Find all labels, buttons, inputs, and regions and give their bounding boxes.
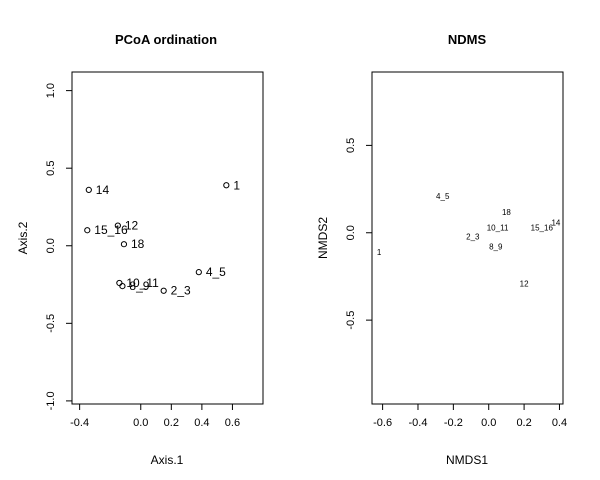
pcoa-y-tick-label: -0.5 — [45, 314, 57, 333]
pcoa-y-tick-label: -1.0 — [45, 391, 57, 410]
pcoa-point-marker — [119, 282, 126, 290]
pcoa-point-marker — [85, 186, 92, 194]
pcoa-x-tick-label: 0.4 — [194, 417, 209, 429]
pcoa-y-axis-label: Axis.2 — [16, 221, 30, 254]
nmds-y-tick-label: -0.5 — [345, 311, 357, 330]
pcoa-x-tick-label: 0.2 — [164, 417, 179, 429]
pcoa-point-marker — [223, 182, 230, 189]
pcoa-y-tick-label: 0.0 — [45, 238, 57, 253]
pcoa-panel: PCoA ordination Axis.1 Axis.2 -0.4 0.0 0.2… — [16, 32, 264, 467]
nmds-y-axis: -0.5 0.0 0.5 — [345, 138, 373, 330]
nmds-x-axis: -0.6 -0.4 -0.2 0.0 0.2 0.4 — [373, 403, 567, 429]
pcoa-point-marker — [114, 222, 121, 229]
pcoa-point-label: 12 — [125, 219, 139, 233]
pcoa-x-tick-label: 0.0 — [133, 417, 148, 429]
nmds-x-tick-label: -0.2 — [444, 417, 463, 429]
pcoa-point-marker — [195, 269, 202, 276]
pcoa-point-marker — [120, 241, 128, 248]
nmds-point-label: 8_9 — [489, 243, 503, 252]
pcoa-x-tick-label: 0.6 — [225, 417, 240, 429]
pcoa-point-marker — [84, 227, 91, 234]
pcoa-point-label: 4_5 — [206, 265, 226, 279]
pcoa-y-axis: -1.0 -0.5 0.0 0.5 1.0 — [45, 83, 73, 410]
nmds-point-label: 12 — [520, 279, 529, 288]
nmds-x-tick-label: -0.4 — [408, 417, 427, 429]
nmds-point-label: 15_16 — [531, 224, 554, 233]
nmds-y-axis-label: NMDS2 — [316, 217, 330, 259]
nmds-panel: NDMS NMDS1 NMDS2 -0.6 -0.4 -0.2 0.0 0.2 0.4 -… — [316, 32, 567, 467]
nmds-point-label: 18 — [502, 208, 511, 217]
pcoa-point-label: 15_16 — [94, 223, 128, 237]
pcoa-x-axis-label: Axis.1 — [151, 453, 184, 467]
nmds-x-tick-label: 0.2 — [516, 417, 531, 429]
nmds-point-label: 1 — [377, 248, 382, 257]
pcoa-point-label: 8_9 — [129, 279, 149, 293]
nmds-x-tick-label: 0.4 — [552, 417, 567, 429]
pcoa-point-label: 18 — [131, 237, 145, 251]
pcoa-point-label: 14 — [96, 183, 110, 197]
pcoa-point-label: 1 — [233, 178, 240, 192]
nmds-y-tick-label: 0.5 — [345, 138, 357, 153]
pcoa-x-tick-label: -0.4 — [70, 417, 89, 429]
nmds-title: NDMS — [448, 32, 487, 47]
pcoa-point-label: 10_11 — [126, 276, 159, 290]
pcoa-x-axis: -0.4 0.0 0.2 0.4 0.6 — [70, 403, 240, 429]
nmds-x-tick-label: -0.6 — [373, 417, 392, 429]
nmds-y-tick-label: 0.0 — [345, 225, 357, 240]
nmds-point-label: 10_11 — [487, 224, 509, 233]
pcoa-point-marker — [116, 279, 123, 287]
pcoa-y-tick-label: 1.0 — [45, 83, 57, 98]
pcoa-plot-box — [71, 71, 264, 405]
nmds-point-label: 2_3 — [466, 232, 480, 241]
nmds-point-label: 14 — [551, 218, 560, 227]
pcoa-point-label: 2_3 — [171, 284, 191, 298]
nmds-x-axis-label: NMDS1 — [446, 453, 488, 467]
pcoa-point-marker — [160, 287, 167, 294]
nmds-x-tick-label: 0.0 — [481, 417, 496, 429]
pcoa-y-tick-label: 0.5 — [45, 161, 57, 176]
nmds-point-label: 4_5 — [436, 192, 450, 201]
pcoa-title: PCoA ordination — [115, 32, 217, 47]
